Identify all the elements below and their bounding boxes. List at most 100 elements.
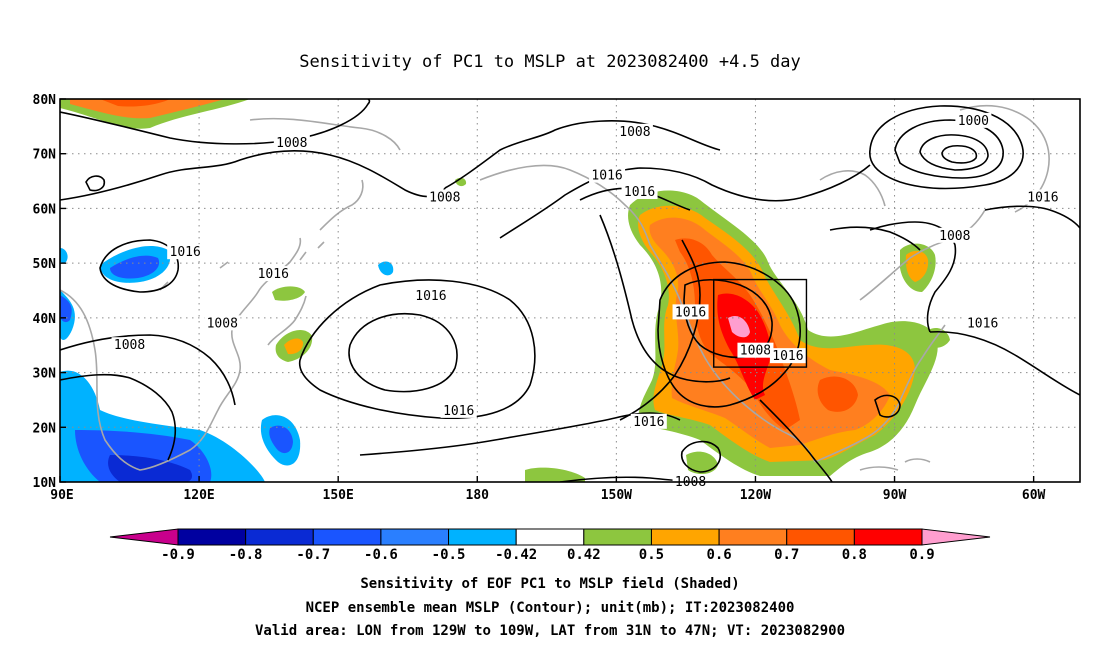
contour-label-bg xyxy=(440,402,477,418)
contour-1016-south xyxy=(359,412,681,456)
contour-label: 1016 xyxy=(675,305,706,320)
contour-small-loop xyxy=(85,175,106,192)
x-tick-label: 90W xyxy=(883,488,907,503)
contour-label: 1008 xyxy=(740,344,771,359)
contour-label-bg xyxy=(1024,189,1061,205)
colorbar-swatch xyxy=(650,528,720,546)
contour-label: 1016 xyxy=(258,267,289,282)
contour-label-bg xyxy=(769,348,806,364)
contour-label: 1016 xyxy=(967,316,998,331)
caption-line-1: Sensitivity of EOF PC1 to MSLP field (Sh… xyxy=(360,576,739,592)
colorbar-swatch xyxy=(380,528,450,546)
shade-arctic-orange xyxy=(70,99,225,119)
colorbar-label: -0.6 xyxy=(364,547,398,563)
contour-label: 1016 xyxy=(170,245,201,260)
contour-label: 1008 xyxy=(429,190,460,205)
shade-arctic-red xyxy=(100,99,170,107)
contour-label-bg xyxy=(616,123,653,139)
coast-asia xyxy=(60,237,302,471)
colorbar-label: 0.5 xyxy=(639,547,664,563)
shade-pac-blob xyxy=(378,261,394,276)
contour-1016-low xyxy=(657,261,801,408)
colorbar-swatch xyxy=(583,528,652,546)
caption-line-2: NCEP ensemble mean MSLP (Contour); unit(… xyxy=(306,600,795,616)
shade-na-pink xyxy=(728,315,750,338)
y-tick-label: 30N xyxy=(33,367,57,382)
shade-japan-orange xyxy=(284,338,304,355)
shade-west-blue xyxy=(60,295,72,323)
y-axis-ticks: 10N 20N 30N 40N 50N 60N 70N 80N xyxy=(33,93,66,491)
coast-japan xyxy=(267,295,307,346)
colorbar-swatch xyxy=(718,528,788,546)
contour-label: 1016 xyxy=(591,169,622,184)
shade-atlantic-green xyxy=(928,328,950,348)
contour-1016-ridge-a xyxy=(619,239,701,421)
colorbar-swatch xyxy=(312,528,382,546)
shade-se-orange xyxy=(905,250,929,282)
coast-kamchatka xyxy=(319,179,364,231)
colorbar-label: -0.8 xyxy=(229,547,263,563)
colorbar: -0.9 -0.8 -0.7 -0.6 -0.5 -0.42 0.42 0.5 0.6 0.7 0.… xyxy=(109,528,991,563)
contour-1008-beringia xyxy=(444,120,721,189)
y-tick-label: 50N xyxy=(33,257,57,272)
shade-pac-blue xyxy=(269,425,293,454)
contour-label-bg xyxy=(955,112,992,128)
contour-label: 1008 xyxy=(207,316,238,331)
colorbar-swatch xyxy=(245,528,314,546)
contour-1016-atlantic xyxy=(929,330,1080,396)
coast-caribbean xyxy=(859,458,931,471)
x-tick-label: 90E xyxy=(50,488,73,503)
contour-label-bg xyxy=(737,342,774,358)
coast-canada-east xyxy=(859,209,986,301)
contour-se-loop xyxy=(874,394,901,418)
contour-1008-east xyxy=(829,226,921,251)
colorbar-swatch xyxy=(515,528,585,546)
contour-label-bg xyxy=(630,413,667,429)
colorbar-swatch xyxy=(448,528,517,546)
y-tick-label: 10N xyxy=(33,476,57,491)
shade-pac-cyan2 xyxy=(60,248,68,263)
contour-label-bg xyxy=(204,315,241,331)
x-axis-ticks: 90E 120E 150E 180 150W 120W 90W 60W xyxy=(50,476,1046,503)
colorbar-high-end xyxy=(921,528,991,546)
contour-label: 1016 xyxy=(443,404,474,419)
x-tick-label: 120W xyxy=(740,488,771,503)
shade-gulf-red xyxy=(817,376,858,412)
colorbar-label: -0.7 xyxy=(296,547,330,563)
contour-labels: 1008100810081000101610161008100810161016… xyxy=(111,112,1061,490)
contour-1016-pac-inner xyxy=(348,313,458,393)
coast-siberia xyxy=(249,117,401,151)
x-tick-label: 60W xyxy=(1022,488,1046,503)
contour-west-1016-b xyxy=(60,334,236,406)
contour-1000-inner xyxy=(919,134,989,171)
y-tick-label: 20N xyxy=(33,421,57,436)
contour-1000-core xyxy=(941,144,978,164)
contour-label: 1008 xyxy=(939,229,970,244)
contour-label-bg xyxy=(167,244,204,260)
contour-label-bg xyxy=(111,337,148,353)
contour-carib-loop xyxy=(680,440,722,473)
coastlines xyxy=(60,104,1050,471)
contour-label-bg xyxy=(672,304,709,320)
caption-line-3: Valid area: LON from 129W to 109W, LAT f… xyxy=(255,623,845,639)
contour-1000-outer xyxy=(869,105,1024,190)
coast-hudson xyxy=(819,170,886,207)
colorbar-label: -0.9 xyxy=(161,547,195,563)
contour-1000-mid xyxy=(894,119,1004,179)
shade-mid-green xyxy=(525,467,585,482)
contour-label-bg xyxy=(964,315,1001,331)
sensitivity-shading xyxy=(60,99,950,482)
contour-label: 1016 xyxy=(624,185,655,200)
contour-1008-west xyxy=(60,150,446,201)
contour-1016-pac-high xyxy=(298,279,536,420)
contour-west-1016 xyxy=(99,239,179,293)
contour-label: 1000 xyxy=(958,114,989,129)
contour-label-bg xyxy=(412,287,449,303)
colorbar-label: -0.42 xyxy=(495,547,537,563)
contour-label: 1008 xyxy=(114,338,145,353)
contour-label-bg xyxy=(621,184,658,200)
figure-title: Sensitivity of PC1 to MSLP at 2023082400… xyxy=(299,52,801,72)
valid-area-box xyxy=(713,278,808,368)
map-background xyxy=(60,99,1080,482)
